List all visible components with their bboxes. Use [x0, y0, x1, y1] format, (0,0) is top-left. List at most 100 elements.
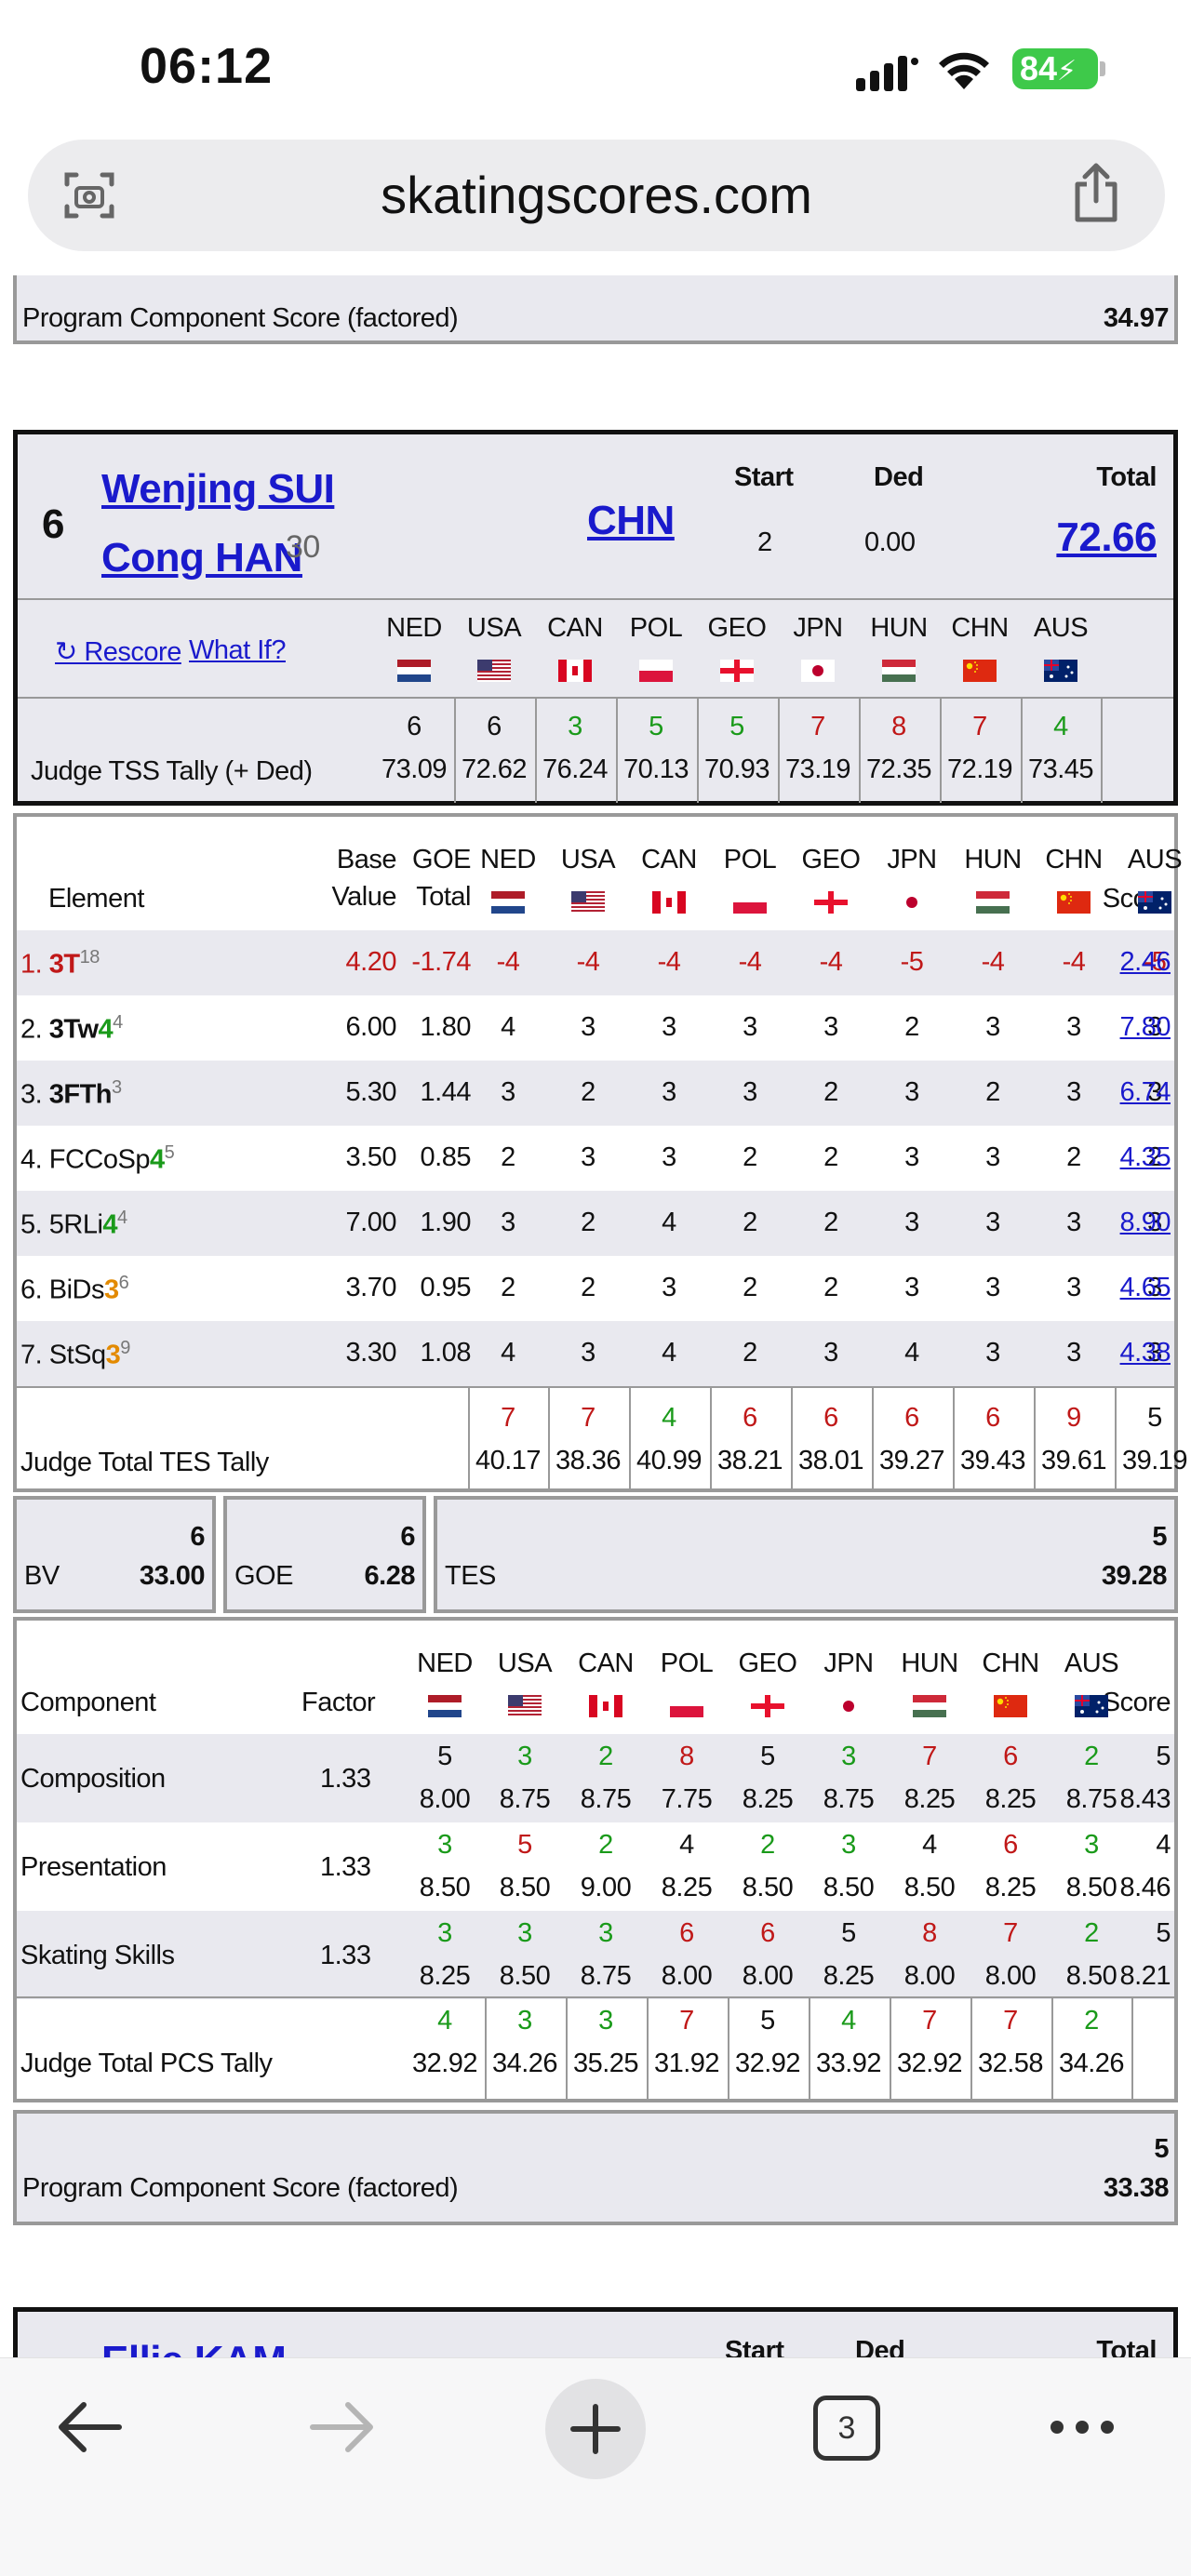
forward-arrow-icon[interactable] — [305, 2399, 380, 2455]
element-score-link[interactable]: 6.74 — [1119, 1077, 1171, 1107]
pcs-rank: 3 — [598, 2006, 613, 2035]
url-text[interactable]: skatingscores.com — [381, 166, 812, 224]
element-score-link[interactable]: 4.65 — [1119, 1273, 1171, 1302]
skater-name-link-1[interactable]: Wenjing SUI — [101, 466, 335, 512]
judge-rank: 8 — [679, 1742, 694, 1771]
judge-flag — [913, 1695, 946, 1717]
judge-mark: 8.00 — [742, 1961, 794, 1991]
hun-flag-icon — [913, 1695, 946, 1717]
pcs-judge-total: 35.25 — [572, 2049, 639, 2078]
more-menu-icon[interactable] — [1048, 2416, 1117, 2438]
pcs-judge-total: 32.92 — [411, 2049, 478, 2078]
column-divider — [970, 1998, 972, 2099]
judge-rank: 4 — [922, 1830, 937, 1860]
page-scan-icon[interactable] — [61, 167, 117, 223]
component-name: Composition — [20, 1764, 166, 1794]
address-bar[interactable]: skatingscores.com — [28, 140, 1165, 251]
bv-rank: 6 — [190, 1522, 205, 1552]
element-score-link[interactable]: 4.38 — [1119, 1338, 1171, 1368]
share-icon[interactable] — [1068, 162, 1124, 225]
judge-country-pol: POL — [629, 613, 683, 643]
element-score-link[interactable]: 8.90 — [1119, 1208, 1171, 1237]
judge-goe-mark: 4 — [501, 1012, 515, 1042]
element-number: 3. — [20, 1079, 49, 1110]
element-name: 3. 3FTh3 — [20, 1077, 122, 1111]
skater-age: 30 — [286, 529, 320, 565]
skater-name-link-2[interactable]: Cong HAN — [101, 535, 302, 581]
geo-flag-icon — [814, 891, 848, 914]
base-value: 4.20 — [345, 947, 397, 977]
judge-rank: 2 — [760, 1830, 775, 1860]
column-divider — [859, 699, 861, 803]
tes-judge-total: 38.36 — [555, 1446, 622, 1475]
judge-goe-mark: -4 — [981, 947, 1005, 977]
judge-flag — [751, 1695, 784, 1717]
geo-flag-icon — [720, 660, 754, 682]
column-divider — [809, 1998, 810, 2099]
judge-mark: 8.25 — [742, 1784, 794, 1814]
base-value-header-1: Base — [336, 845, 397, 874]
back-arrow-icon[interactable] — [52, 2399, 127, 2455]
judge-goe-mark: 4 — [662, 1338, 676, 1368]
judge-goe-mark: 3 — [581, 1142, 596, 1172]
judge-goe-mark: -4 — [496, 947, 520, 977]
next-skater-name-link[interactable]: Ellie KAM — [101, 2338, 287, 2357]
tes-rank: 4 — [662, 1403, 676, 1433]
next-ded-label: Ded — [855, 2336, 905, 2357]
tes-label: TES — [445, 1561, 496, 1591]
judge-goe-mark: 3 — [501, 1077, 515, 1107]
column-divider — [647, 1998, 649, 2099]
judge-country-geo: GEO — [801, 845, 861, 874]
new-tab-button[interactable] — [545, 2379, 646, 2479]
total-score-link[interactable]: 72.66 — [1056, 514, 1157, 560]
goe-box: 6 GOE 6.28 — [223, 1496, 426, 1613]
judge-goe-mark: 3 — [662, 1142, 676, 1172]
country-link[interactable]: CHN — [587, 498, 675, 543]
column-divider — [1101, 699, 1103, 803]
tes-judge-total: 40.17 — [475, 1446, 542, 1475]
judge-rank: 2 — [598, 1742, 613, 1771]
judge-mark: 8.75 — [1065, 1784, 1117, 1814]
judge-goe-mark: 2 — [1147, 1142, 1162, 1172]
judge-goe-mark: -5 — [900, 947, 924, 977]
judge-goe-mark: 3 — [985, 1012, 1000, 1042]
column-divider — [1051, 1998, 1053, 2099]
chn-flag-icon — [963, 660, 997, 682]
element-number: 1. — [20, 949, 49, 980]
judge-goe-mark: 3 — [1147, 1077, 1162, 1107]
element-rank-sup: 9 — [120, 1338, 130, 1358]
element-rank-sup: 6 — [118, 1273, 129, 1293]
judge-mark: 8.75 — [580, 1961, 632, 1991]
browser-toolbar: 3 — [0, 2357, 1191, 2576]
column-divider — [728, 1998, 729, 2099]
rescore-link[interactable]: ↻ Rescore — [55, 637, 181, 667]
tes-tally-label: Judge Total TES Tally — [20, 1448, 269, 1477]
element-code: 5RLi — [48, 1209, 103, 1240]
what-if-link[interactable]: What If? — [189, 635, 287, 665]
tabs-button[interactable]: 3 — [813, 2396, 880, 2461]
judge-rank: 2 — [598, 1830, 613, 1860]
tss-score: 70.13 — [622, 754, 689, 784]
skater-header: 6 Wenjing SUI Cong HAN 30 CHN Start 2 De… — [13, 430, 1178, 806]
judge-mark: 8.50 — [1065, 1961, 1117, 1991]
goe-total: 1.44 — [420, 1077, 472, 1107]
pol-flag-icon — [639, 660, 673, 682]
judge-flag — [976, 891, 1010, 914]
element-score-link[interactable]: 7.80 — [1119, 1012, 1171, 1042]
judge-mark: 8.25 — [903, 1784, 956, 1814]
judge-goe-mark: 3 — [581, 1338, 596, 1368]
element-score-link[interactable]: 4.35 — [1119, 1142, 1171, 1172]
wifi-icon — [939, 52, 989, 89]
element-level: 3 — [103, 1275, 119, 1305]
table-row: 4. FCCoSp45 3.50 0.85 2 3 3 2 2 3 3 2 2 4.35 — [17, 1126, 1174, 1191]
judge-rank: 3 — [841, 1830, 856, 1860]
column-divider — [710, 1388, 712, 1488]
judge-goe-mark: -5 — [1143, 947, 1167, 977]
clock: 06:12 — [140, 38, 274, 94]
previous-pcs-label: Program Component Score (factored) — [22, 303, 459, 333]
column-divider — [953, 1388, 955, 1488]
pcs-judge-total: 31.92 — [653, 2049, 720, 2078]
element-score-link[interactable]: 2.46 — [1119, 947, 1171, 977]
judge-rank: 5 — [760, 1742, 775, 1771]
component-score: 8.46 — [1119, 1873, 1171, 1902]
